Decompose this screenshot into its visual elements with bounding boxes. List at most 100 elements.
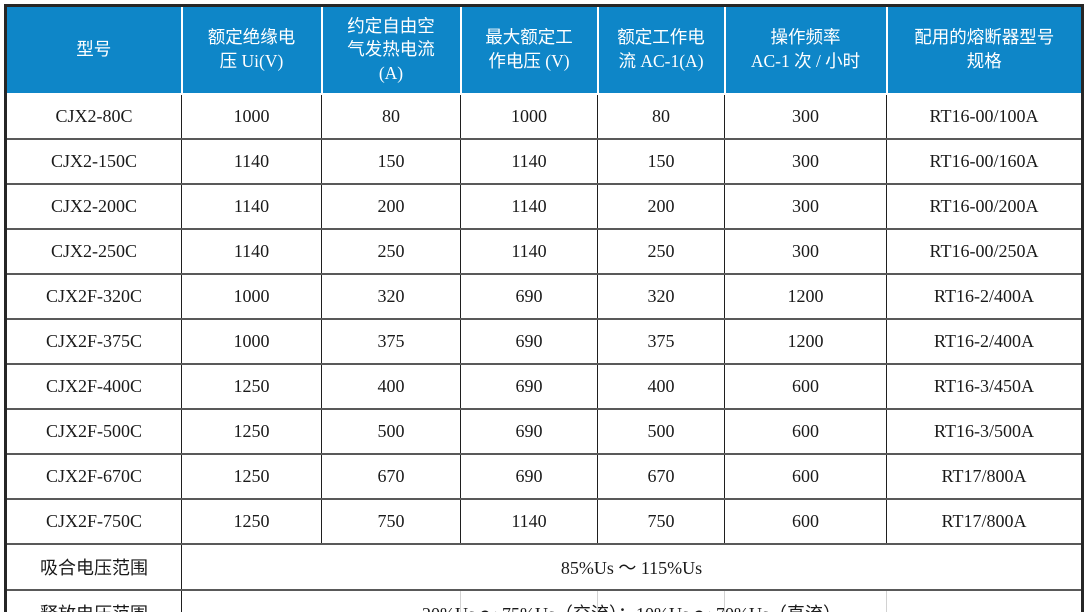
cell-insulation-voltage: 1140: [181, 183, 322, 230]
cell-fuse-model: RT17/800A: [886, 498, 1083, 545]
cell-thermal-current: 500: [321, 408, 461, 455]
cell-model: CJX2F-750C: [5, 498, 182, 545]
spec-table: 型号 额定绝缘电 压 Ui(V) 约定自由空 气发热电流 (A) 最大额定工 作…: [4, 4, 1084, 612]
cell-thermal-current: 250: [321, 228, 461, 275]
cell-fuse-model: RT16-2/400A: [886, 273, 1083, 320]
cell-fuse-model: RT16-00/160A: [886, 138, 1083, 185]
table-header: 型号 额定绝缘电 压 Ui(V) 约定自由空 气发热电流 (A) 最大额定工 作…: [4, 4, 1084, 95]
cell-operating-frequency: 600: [724, 408, 887, 455]
cell-working-current: 750: [597, 498, 725, 545]
col-header-label: 配用的熔断器型号 规格: [914, 27, 1055, 71]
cell-fuse-model: RT16-3/500A: [886, 408, 1083, 455]
faint-gridline: [886, 591, 887, 612]
cell-working-current: 150: [597, 138, 725, 185]
cell-model: CJX2F-400C: [5, 363, 182, 410]
header-row: 型号 额定绝缘电 压 Ui(V) 约定自由空 气发热电流 (A) 最大额定工 作…: [4, 4, 1084, 95]
cell-insulation-voltage: 1250: [181, 453, 322, 500]
col-header-rated-insulation-voltage: 额定绝缘电 压 Ui(V): [180, 4, 323, 95]
cell-model: CJX2-80C: [5, 93, 182, 140]
cell-working-current: 670: [597, 453, 725, 500]
cell-thermal-current: 320: [321, 273, 461, 320]
cell-max-working-voltage: 690: [460, 408, 598, 455]
pull-in-voltage-row: 吸合电压范围 85%Us ～ 115%Us: [5, 543, 1083, 591]
cell-thermal-current: 80: [321, 93, 461, 140]
cell-working-current: 375: [597, 318, 725, 365]
cell-operating-frequency: 600: [724, 498, 887, 545]
cell-fuse-model: RT16-00/200A: [886, 183, 1083, 230]
cell-max-working-voltage: 690: [460, 363, 598, 410]
release-voltage-label: 释放电压范围: [5, 589, 182, 612]
cell-thermal-current: 375: [321, 318, 461, 365]
col-header-label: 型号: [76, 39, 112, 60]
cell-operating-frequency: 1200: [724, 318, 887, 365]
cell-model: CJX2-150C: [5, 138, 182, 185]
table-row: CJX2F-400C 1250 400 690 400 600 RT16-3/4…: [5, 363, 1083, 410]
cell-thermal-current: 670: [321, 453, 461, 500]
cell-model: CJX2F-500C: [5, 408, 182, 455]
release-voltage-row: 释放电压范围 20%Us ～ 75%Us（交流）；10%Us ～ 70%Us（直…: [5, 589, 1083, 612]
cell-max-working-voltage: 690: [460, 453, 598, 500]
release-voltage-value: 20%Us ～ 75%Us（交流）；10%Us ～ 70%Us（直流）: [181, 589, 1083, 612]
cell-thermal-current: 400: [321, 363, 461, 410]
cell-max-working-voltage: 1140: [460, 183, 598, 230]
cell-insulation-voltage: 1000: [181, 93, 322, 140]
table-row: CJX2F-320C 1000 320 690 320 1200 RT16-2/…: [5, 273, 1083, 320]
cell-operating-frequency: 1200: [724, 273, 887, 320]
col-header-conventional-free-air-thermal-current: 约定自由空 气发热电流 (A): [320, 4, 462, 95]
cell-operating-frequency: 300: [724, 183, 887, 230]
cell-fuse-model: RT16-3/450A: [886, 363, 1083, 410]
col-header-rated-working-current-ac1: 额定工作电 流 AC-1(A): [596, 4, 726, 95]
cell-insulation-voltage: 1000: [181, 318, 322, 365]
cell-operating-frequency: 300: [724, 93, 887, 140]
cell-model: CJX2F-375C: [5, 318, 182, 365]
cell-working-current: 400: [597, 363, 725, 410]
cell-thermal-current: 750: [321, 498, 461, 545]
col-header-model: 型号: [4, 4, 183, 95]
cell-model: CJX2-200C: [5, 183, 182, 230]
cell-insulation-voltage: 1140: [181, 138, 322, 185]
cell-operating-frequency: 300: [724, 228, 887, 275]
col-header-label: 操作频率 AC-1 次 / 小时: [750, 27, 861, 71]
col-header-max-rated-working-voltage: 最大额定工 作电压 (V): [459, 4, 599, 95]
table-row: CJX2F-375C 1000 375 690 375 1200 RT16-2/…: [5, 318, 1083, 365]
cell-thermal-current: 200: [321, 183, 461, 230]
pull-in-voltage-value: 85%Us ～ 115%Us: [181, 543, 1083, 591]
table-row: CJX2-200C 1140 200 1140 200 300 RT16-00/…: [5, 183, 1083, 230]
cell-max-working-voltage: 1140: [460, 498, 598, 545]
cell-working-current: 80: [597, 93, 725, 140]
cell-fuse-model: RT17/800A: [886, 453, 1083, 500]
col-header-label: 约定自由空 气发热电流 (A): [347, 15, 435, 83]
table-row: CJX2-80C 1000 80 1000 80 300 RT16-00/100…: [5, 93, 1083, 140]
col-header-label: 额定工作电 流 AC-1(A): [617, 27, 705, 71]
cell-insulation-voltage: 1000: [181, 273, 322, 320]
cell-insulation-voltage: 1250: [181, 498, 322, 545]
cell-insulation-voltage: 1140: [181, 228, 322, 275]
col-header-label: 额定绝缘电 压 Ui(V): [207, 27, 296, 71]
table-row: CJX2-150C 1140 150 1140 150 300 RT16-00/…: [5, 138, 1083, 185]
table-body: CJX2-80C 1000 80 1000 80 300 RT16-00/100…: [5, 93, 1083, 612]
cell-operating-frequency: 600: [724, 453, 887, 500]
cell-working-current: 320: [597, 273, 725, 320]
col-header-label: 最大额定工 作电压 (V): [485, 27, 573, 71]
cell-working-current: 250: [597, 228, 725, 275]
cell-max-working-voltage: 1000: [460, 93, 598, 140]
cell-fuse-model: RT16-2/400A: [886, 318, 1083, 365]
cell-fuse-model: RT16-00/100A: [886, 93, 1083, 140]
pull-in-voltage-label: 吸合电压范围: [5, 543, 182, 591]
cell-fuse-model: RT16-00/250A: [886, 228, 1083, 275]
col-header-matching-fuse-model: 配用的熔断器型号 规格: [885, 4, 1084, 95]
cell-operating-frequency: 600: [724, 363, 887, 410]
cell-insulation-voltage: 1250: [181, 363, 322, 410]
faint-gridline: [460, 591, 461, 612]
cell-max-working-voltage: 1140: [460, 138, 598, 185]
cell-model: CJX2F-320C: [5, 273, 182, 320]
faint-gridline: [597, 591, 598, 612]
cell-max-working-voltage: 690: [460, 318, 598, 365]
cell-model: CJX2-250C: [5, 228, 182, 275]
cell-max-working-voltage: 690: [460, 273, 598, 320]
cell-max-working-voltage: 1140: [460, 228, 598, 275]
release-voltage-text: 20%Us ～ 75%Us（交流）；10%Us ～ 70%Us（直流）: [422, 604, 841, 612]
table-row: CJX2F-500C 1250 500 690 500 600 RT16-3/5…: [5, 408, 1083, 455]
cell-thermal-current: 150: [321, 138, 461, 185]
